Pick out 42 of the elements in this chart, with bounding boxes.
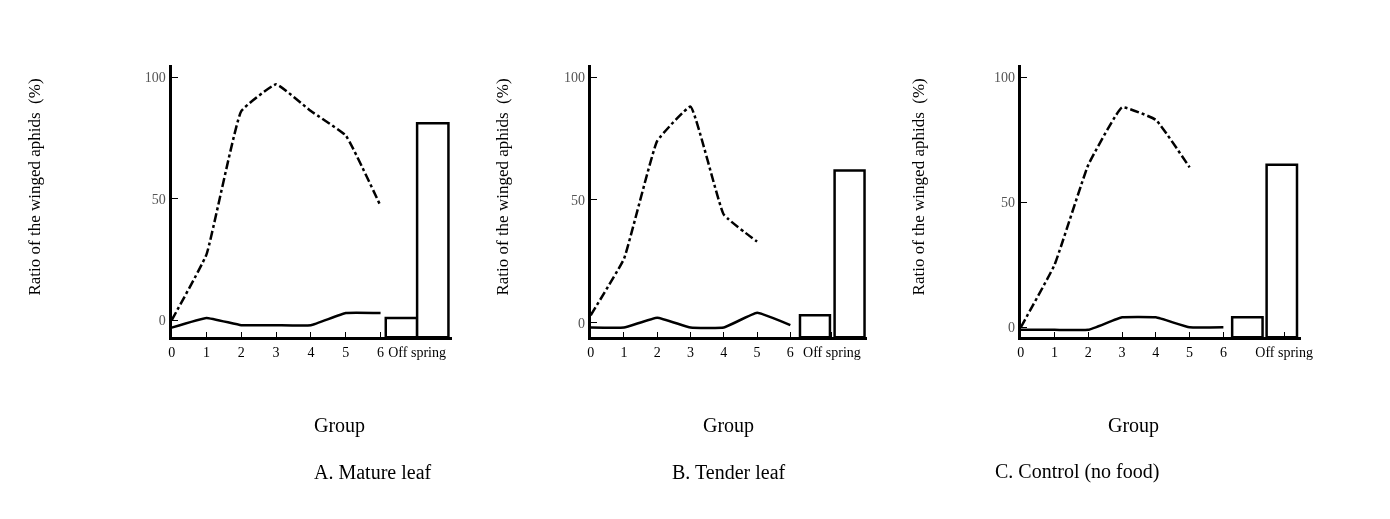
x-tick-label: 2 <box>237 345 245 361</box>
y-axis-title: Ratio of the winged aphids (%) <box>492 78 512 296</box>
y-axis-title: Ratio of the winged aphids (%) <box>24 78 44 296</box>
x-tick-label: 1 <box>202 345 210 361</box>
x-axis-title: Group <box>314 414 366 437</box>
text: A. Mature leaf <box>314 461 432 483</box>
y-axis-title: Ratio of the winged aphids (%) <box>908 78 928 296</box>
y-tick-label: 100 <box>563 70 585 86</box>
x-tick-label: 1 <box>1051 345 1059 361</box>
text: B. Tender leaf <box>672 461 786 483</box>
x-axis-title: Group <box>1108 414 1160 437</box>
x-tick-label: 3 <box>272 345 280 361</box>
x-tick-label: 2 <box>653 345 661 361</box>
y-tick-label: 0 <box>577 315 585 331</box>
x-tick-label: 6 <box>377 345 385 361</box>
x-tick-label: 4 <box>307 345 315 361</box>
x-tick-label: 0 <box>168 345 176 361</box>
x-tick-label: Off spring <box>1255 345 1314 361</box>
x-axis-title: Group <box>703 414 755 437</box>
x-tick-label: 6 <box>1219 345 1227 361</box>
x-tick-label: 0 <box>587 345 595 361</box>
y-tick-label: 0 <box>158 313 166 329</box>
x-tick-label: 4 <box>720 345 728 361</box>
x-tick-label: 3 <box>687 345 695 361</box>
x-tick-label: 0 <box>1017 345 1025 361</box>
x-tick-label: 4 <box>1152 345 1160 361</box>
x-tick-label: 5 <box>1186 345 1194 361</box>
x-tick-label: 5 <box>753 345 761 361</box>
y-tick-label: 50 <box>1000 195 1015 211</box>
x-tick-label: Off spring <box>388 345 446 361</box>
x-tick-label: 2 <box>1084 345 1092 361</box>
x-tick-label: 5 <box>342 345 350 361</box>
x-tick-label: 6 <box>786 345 794 361</box>
x-tick-label: Off spring <box>803 345 861 361</box>
y-tick-label: 0 <box>1007 320 1015 336</box>
y-tick-label: 50 <box>570 192 585 208</box>
y-tick-label: 50 <box>151 191 166 207</box>
y-tick-label: 100 <box>993 70 1015 86</box>
y-tick-label: 100 <box>144 69 166 85</box>
text: C. Control (no food) <box>995 460 1160 483</box>
x-tick-label: 1 <box>620 345 628 361</box>
x-tick-label: 3 <box>1118 345 1126 361</box>
